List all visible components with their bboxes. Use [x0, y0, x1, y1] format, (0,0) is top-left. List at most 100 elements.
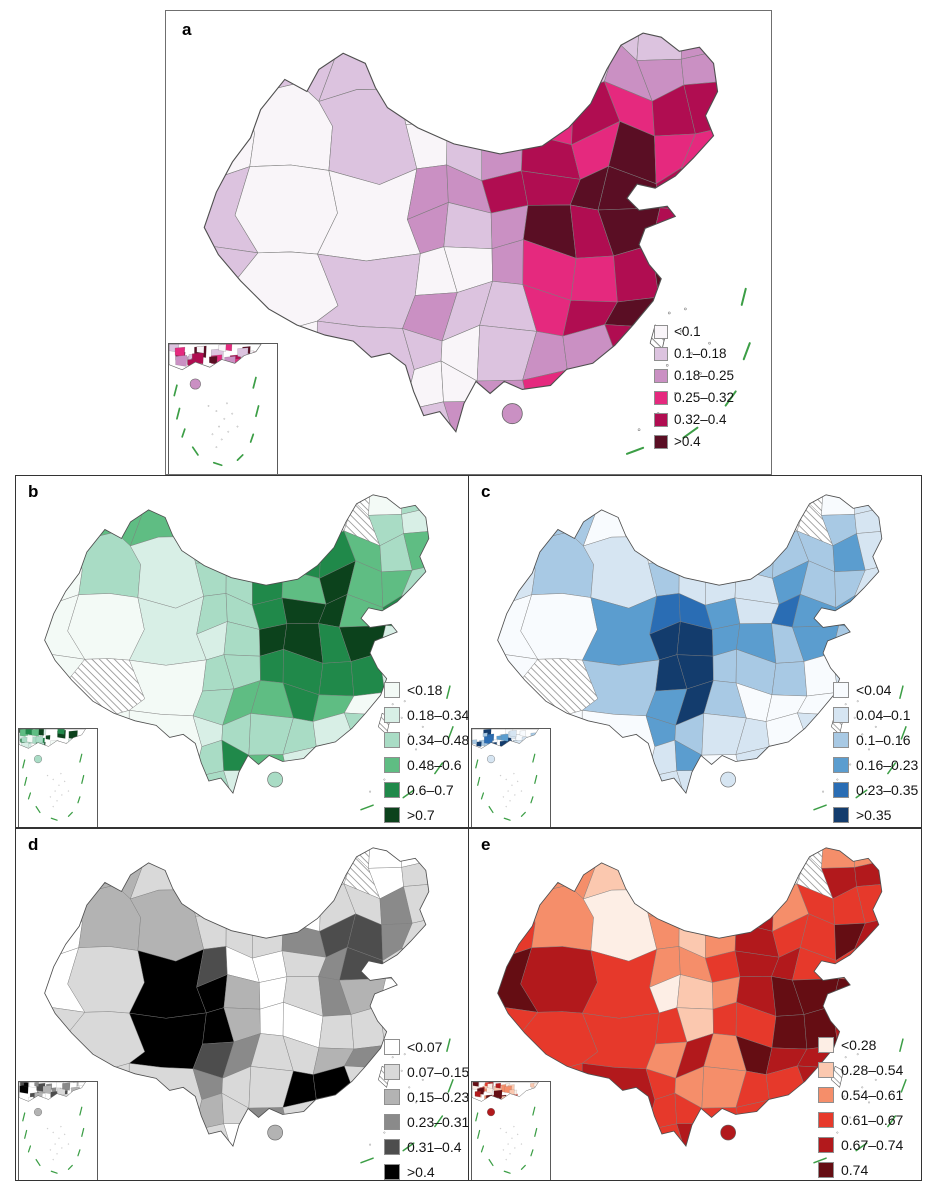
legend-label: 0.23–0.31	[407, 1114, 469, 1130]
legend-item: >0.35	[833, 807, 918, 823]
south-china-sea-inset-map-e	[471, 1081, 550, 1179]
legend-label: >0.4	[407, 1164, 435, 1180]
south-china-sea-inset-map-b	[18, 728, 97, 826]
legend-label: 0.23–0.35	[856, 782, 919, 798]
legend-label: >0.4	[674, 434, 701, 450]
legend-swatch	[384, 807, 400, 823]
legend-item: 0.28–0.54	[818, 1062, 903, 1078]
legend-item: 0.31–0.4	[384, 1139, 468, 1155]
legend-label: 0.67–0.74	[841, 1137, 904, 1153]
legend-label: <0.18	[407, 682, 443, 698]
legend-item: <0.07	[384, 1039, 468, 1055]
legend-item: 0.74	[818, 1162, 903, 1178]
legend-label: 0.18–0.34	[407, 707, 469, 723]
legend-swatch	[818, 1137, 834, 1153]
legend-label: 0.61–0.67	[841, 1112, 904, 1128]
legend-swatch	[833, 782, 849, 798]
legend-item: 0.18–0.25	[654, 369, 734, 383]
legend-swatch	[654, 347, 668, 361]
panel-a: <0.1 0.1–0.18 0.18–0.25 0.25–0.32 0.32–0.4 >0…	[165, 10, 772, 475]
legend-label: 0.25–0.32	[674, 390, 735, 406]
panel-b: <0.18 0.18–0.34 0.34–0.48 0.48–0.6 0.6–0.7 >0…	[15, 475, 469, 828]
legend-item: 0.54–0.61	[818, 1087, 903, 1103]
map-legend-b: <0.18 0.18–0.34 0.34–0.48 0.48–0.6 0.6–0.7 >0…	[384, 682, 469, 827]
legend-item: 0.1–0.18	[654, 347, 734, 361]
legend-swatch	[818, 1162, 834, 1178]
legend-item: 0.23–0.35	[833, 782, 918, 798]
legend-label: 0.1–0.18	[674, 346, 727, 362]
legend-swatch	[833, 707, 849, 723]
legend-swatch	[384, 1139, 400, 1155]
legend-item: 0.6–0.7	[384, 782, 468, 798]
legend-label: 0.15–0.23	[407, 1089, 469, 1105]
legend-item: 0.23–0.31	[384, 1114, 469, 1130]
legend-label: 0.04–0.1	[856, 707, 911, 723]
legend-item: 0.32–0.4	[654, 413, 734, 427]
legend-swatch	[384, 1064, 400, 1080]
map-legend-a: <0.1 0.1–0.18 0.18–0.25 0.25–0.32 0.32–0.4 >0…	[654, 325, 734, 457]
map-legend-c: <0.04 0.04–0.1 0.1–0.16 0.16–0.23 0.23–0.35 >…	[833, 682, 918, 827]
legend-item: >0.4	[384, 1164, 468, 1180]
legend-label: <0.07	[407, 1039, 443, 1055]
south-china-sea-inset-e	[471, 1081, 551, 1180]
legend-item: 0.48–0.6	[384, 757, 468, 773]
legend-item: 0.1–0.16	[833, 732, 918, 748]
south-china-sea-inset-a	[168, 343, 278, 474]
legend-label: 0.48–0.6	[407, 757, 462, 773]
legend-item: 0.34–0.48	[384, 732, 468, 748]
panel-c: <0.04 0.04–0.1 0.1–0.16 0.16–0.23 0.23–0.35 >…	[468, 475, 922, 828]
legend-swatch	[833, 732, 849, 748]
south-china-sea-inset-c	[471, 728, 551, 827]
legend-swatch	[654, 435, 668, 449]
legend-swatch	[384, 1089, 400, 1105]
legend-item: 0.16–0.23	[833, 757, 918, 773]
south-china-sea-inset-d	[18, 1081, 98, 1180]
panel-label-c: c	[481, 482, 491, 501]
china-choropleth-map-b	[44, 494, 454, 811]
legend-item: 0.18–0.34	[384, 707, 469, 723]
legend-label: <0.1	[674, 324, 701, 340]
legend-label: >0.7	[407, 807, 435, 823]
legend-label: 0.07–0.15	[407, 1064, 469, 1080]
legend-item: <0.28	[818, 1037, 903, 1053]
south-china-sea-inset-b	[18, 728, 98, 827]
legend-swatch	[833, 682, 849, 698]
south-china-sea-inset-map-c	[471, 728, 550, 826]
legend-swatch	[384, 682, 400, 698]
legend-label: 0.1–0.16	[856, 732, 911, 748]
legend-label: >0.35	[856, 807, 892, 823]
legend-label: 0.54–0.61	[841, 1087, 904, 1103]
map-legend-e: <0.28 0.28–0.54 0.54–0.61 0.61–0.67 0.67–0.7…	[818, 1037, 904, 1180]
legend-item: >0.7	[384, 807, 468, 823]
panel-label-d: d	[28, 835, 39, 854]
legend-item: 0.15–0.23	[384, 1089, 469, 1105]
legend-label: <0.04	[856, 682, 892, 698]
panel-label-a: a	[182, 20, 192, 39]
china-choropleth-map-a	[203, 32, 751, 455]
legend-swatch	[384, 1039, 400, 1055]
legend-label: 0.16–0.23	[856, 757, 919, 773]
legend-item: <0.18	[384, 682, 468, 698]
china-choropleth-map-c	[497, 494, 907, 811]
legend-item: 0.67–0.74	[818, 1137, 903, 1153]
legend-item: >0.4	[654, 435, 734, 449]
legend-label: 0.6–0.7	[407, 782, 454, 798]
map-legend-d: <0.07 0.07–0.15 0.15–0.23 0.23–0.31 0.31–0.4…	[384, 1039, 469, 1180]
legend-label: 0.32–0.4	[674, 412, 727, 428]
panel-e: <0.28 0.28–0.54 0.54–0.61 0.61–0.67 0.67–0.7…	[468, 828, 922, 1181]
legend-swatch	[654, 369, 668, 383]
legend-label: 0.74	[841, 1162, 869, 1178]
legend-label: 0.31–0.4	[407, 1139, 462, 1155]
legend-swatch	[384, 1164, 400, 1180]
legend-swatch	[818, 1112, 834, 1128]
legend-swatch	[384, 757, 400, 773]
south-china-sea-inset-map-d	[18, 1081, 97, 1179]
legend-swatch	[833, 807, 849, 823]
legend-swatch	[384, 1114, 400, 1130]
legend-label: <0.28	[841, 1037, 877, 1053]
legend-item: 0.25–0.32	[654, 391, 734, 405]
south-china-sea-inset-map-a	[168, 343, 277, 473]
panel-label-e: e	[481, 835, 491, 854]
legend-label: 0.28–0.54	[841, 1062, 904, 1078]
legend-swatch	[384, 707, 400, 723]
